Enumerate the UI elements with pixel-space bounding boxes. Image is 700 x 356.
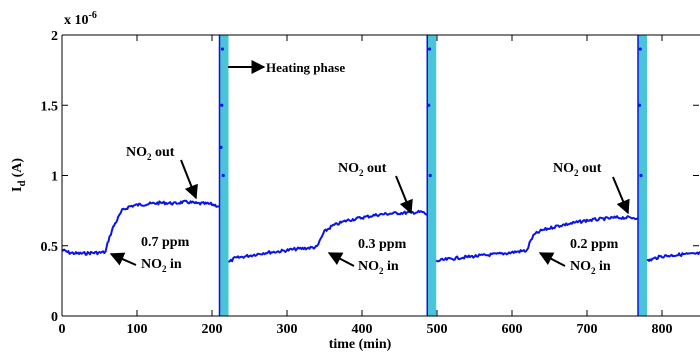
- series-segment-3: [435, 215, 639, 263]
- spike-point-1: [220, 47, 225, 51]
- current-series: [62, 199, 700, 263]
- no2-in-label-3: NO2 in: [570, 259, 611, 276]
- conc-label-2: 0.3 ppm: [358, 237, 407, 252]
- no2-in-3-pre: NO: [570, 259, 591, 274]
- no2-in-arrow-1: [109, 252, 137, 266]
- y-tick-label-1: 0.5: [41, 240, 59, 255]
- no2-in-2-sub: 2: [379, 266, 384, 276]
- conc-label-1: 0.7 ppm: [141, 235, 190, 250]
- no2-out-arrow-1: [180, 159, 198, 200]
- y-tick-label-4: 2: [51, 29, 58, 44]
- x-tick-label-700: 700: [577, 322, 598, 337]
- x-tick-label-0: 0: [59, 322, 66, 337]
- spike-point-7: [428, 173, 432, 178]
- no2-in-2-post: in: [384, 259, 399, 274]
- x-tick-label-100: 100: [127, 322, 148, 337]
- series-segment-2: [228, 209, 428, 263]
- y-axis-title-sub: d: [16, 180, 28, 186]
- no2-out-label-3: NO2 out: [553, 161, 602, 178]
- no2-in-label-1: NO2 in: [141, 257, 182, 274]
- heating-label: Heating phase: [266, 60, 345, 75]
- no2-in-2-pre: NO: [358, 259, 379, 274]
- spike-point-3: [221, 173, 225, 178]
- series-segment-4: [646, 251, 700, 262]
- no2-out-label-1: NO2 out: [126, 145, 175, 162]
- no2-out-arrow-3: [612, 176, 630, 215]
- y-ticks: 0 0.5 1 1.5 2: [41, 29, 699, 325]
- x-tick-label-600: 600: [502, 322, 523, 337]
- no2-out-2-pre: NO: [338, 161, 359, 176]
- no2-in-3-post: in: [596, 259, 611, 274]
- no2-in-1-post: in: [167, 257, 182, 272]
- spike-point-6: [427, 103, 431, 107]
- no2-out-arrow-2: [395, 175, 413, 215]
- series-segment-1: [62, 199, 220, 256]
- spike-point-9: [637, 103, 642, 107]
- no2-in-annotation-1: 0.7 ppm NO2 in: [109, 235, 190, 274]
- x-tick-label-400: 400: [352, 322, 373, 337]
- y-tick-label-3: 1.5: [41, 99, 59, 114]
- no2-out-3-post: out: [579, 161, 602, 176]
- y-axis-title: Id (A): [10, 158, 28, 192]
- no2-out-1-sub: 2: [147, 152, 152, 162]
- y-tick-label-2: 1: [51, 170, 58, 185]
- no2-out-2-sub: 2: [359, 168, 364, 178]
- y-multiplier-exp: -6: [89, 10, 97, 21]
- x-tick-label-500: 500: [427, 322, 448, 337]
- heating-annotation: Heating phase: [228, 60, 345, 75]
- x-axis-title: time (min): [329, 337, 392, 352]
- no2-in-3-sub: 2: [591, 266, 596, 276]
- no2-in-annotation-3: 0.2 ppm NO2 in: [538, 237, 619, 276]
- y-axis-title-unit: (A): [10, 158, 25, 178]
- no2-in-annotation-2: 0.3 ppm NO2 in: [327, 237, 407, 276]
- y-multiplier-base: x 10: [64, 13, 89, 28]
- no2-in-1-pre: NO: [141, 257, 162, 272]
- y-tick-label-0: 0: [51, 310, 58, 325]
- conc-label-3: 0.2 ppm: [570, 237, 619, 252]
- no2-out-1-pre: NO: [126, 145, 147, 160]
- spike-point-4: [219, 145, 223, 149]
- no2-out-annotation-2: NO2 out: [338, 161, 413, 215]
- spike-point-10: [639, 173, 643, 178]
- no2-out-3-pre: NO: [553, 161, 574, 176]
- no2-out-annotation-1: NO2 out: [126, 145, 198, 200]
- x-tick-label-200: 200: [202, 322, 223, 337]
- heating-spike-points: [219, 47, 643, 178]
- no2-in-arrow-2: [327, 252, 355, 267]
- no2-out-3-sub: 2: [574, 168, 579, 178]
- x-tick-label-800: 800: [652, 322, 673, 337]
- spike-point-2: [220, 103, 224, 107]
- y-multiplier: x 10-6: [64, 10, 97, 28]
- no2-out-label-2: NO2 out: [338, 161, 387, 178]
- no2-out-2-post: out: [364, 161, 387, 176]
- no2-in-1-sub: 2: [162, 264, 167, 274]
- x-ticks: 0 100 200 300 400 500 600 700 800: [59, 35, 673, 337]
- no2-out-annotation-3: NO2 out: [553, 161, 630, 215]
- y-axis-title-main: I: [10, 187, 25, 192]
- spike-point-8: [638, 47, 642, 51]
- no2-in-arrow-3: [538, 252, 566, 267]
- no2-in-label-2: NO2 in: [358, 259, 399, 276]
- no2-out-1-post: out: [152, 145, 175, 160]
- x-tick-label-300: 300: [277, 322, 298, 337]
- spike-point-5: [427, 47, 432, 51]
